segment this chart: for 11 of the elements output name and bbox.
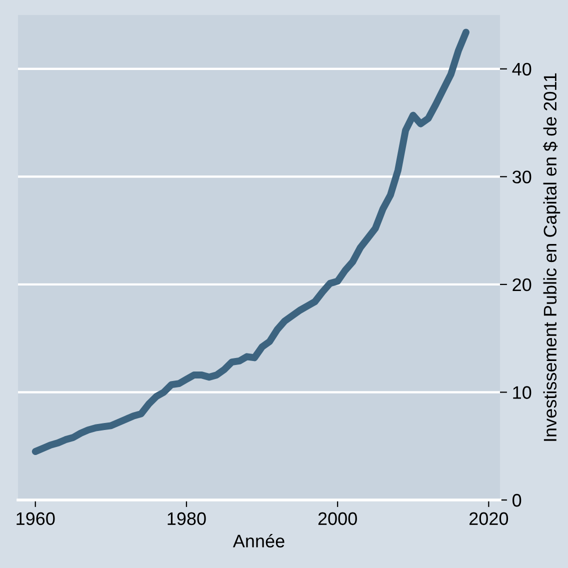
x-tick-label: 1960 [16, 512, 55, 526]
y-tick-label: 0 [512, 494, 522, 507]
x-axis-title: Année [232, 534, 284, 548]
y-axis-title: Investissement Public en Capital en $ de 2011 [543, 73, 560, 441]
y-tick-label: 40 [512, 62, 532, 76]
x-tick-label: 2020 [469, 512, 508, 526]
x-tick-label: 2000 [318, 512, 357, 526]
x-tick-label: 1980 [168, 512, 206, 526]
y-tick-label: 30 [512, 170, 532, 184]
y-tick-label: 20 [512, 278, 532, 292]
y-tick-label: 10 [513, 386, 532, 399]
